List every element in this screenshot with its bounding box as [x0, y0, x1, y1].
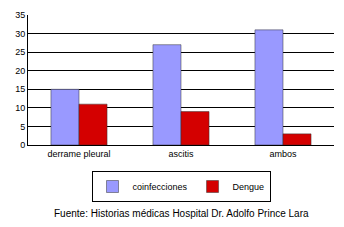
svg-text:Dengue: Dengue	[233, 182, 265, 192]
svg-text:25: 25	[15, 47, 25, 57]
svg-text:10: 10	[15, 103, 25, 113]
svg-text:5: 5	[20, 122, 25, 132]
svg-text:0: 0	[20, 140, 25, 150]
svg-text:ascitis: ascitis	[168, 149, 194, 159]
svg-text:coinfecciones: coinfecciones	[133, 182, 188, 192]
svg-text:Fuente: Historias médicas Hosp: Fuente: Historias médicas Hospital Dr. A…	[54, 208, 309, 219]
svg-text:20: 20	[15, 66, 25, 76]
svg-text:15: 15	[15, 84, 25, 94]
svg-text:35: 35	[15, 10, 25, 20]
svg-text:ambos: ambos	[269, 149, 297, 159]
svg-text:derrame pleural: derrame pleural	[47, 149, 110, 159]
svg-text:30: 30	[15, 29, 25, 39]
